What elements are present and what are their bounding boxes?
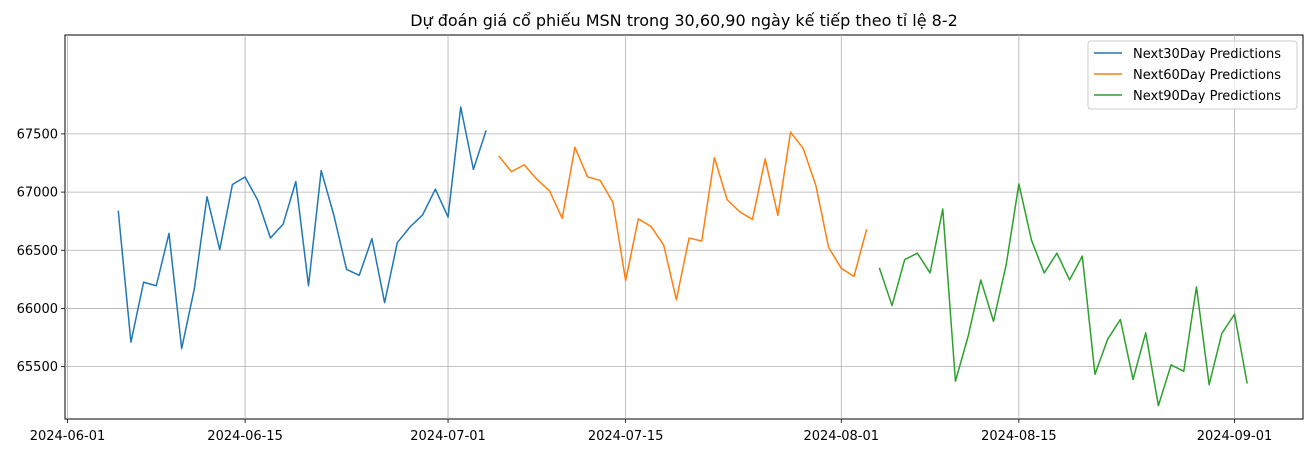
x-tick-label: 2024-06-01	[30, 429, 106, 444]
y-tick-label: 66000	[17, 302, 58, 317]
series-line-3	[878, 183, 1248, 407]
grid-lines	[65, 35, 1303, 419]
legend-box	[1087, 40, 1298, 110]
legend-label: Next30Day Predictions	[1133, 47, 1281, 62]
x-tick-label: 2024-09-01	[1197, 429, 1273, 444]
y-tick-label: 67500	[17, 127, 58, 142]
legend-label: Next90Day Predictions	[1133, 89, 1281, 104]
y-tick-label: 66500	[17, 244, 58, 259]
series-lines	[117, 106, 1248, 407]
legend-label: Next60Day Predictions	[1133, 68, 1281, 83]
plot-frame	[64, 34, 1304, 420]
legend: Next30Day Predictions Next60Day Predictio…	[1087, 40, 1298, 110]
series-line-1	[117, 106, 487, 350]
x-tick-label: 2024-07-01	[410, 429, 486, 444]
y-tick-label: 67000	[17, 186, 58, 201]
chart-title: Dự đoán giá cổ phiếu MSN trong 30,60,90 …	[410, 11, 958, 30]
x-tick-label: 2024-06-15	[207, 429, 283, 444]
x-tick-label: 2024-08-15	[981, 429, 1057, 444]
axis-ticks: 2024-06-01 2024-06-15 2024-07-01 2024-07-15…	[17, 127, 1273, 444]
x-tick-label: 2024-08-01	[803, 429, 879, 444]
x-tick-label: 2024-07-15	[588, 429, 664, 444]
y-tick-label: 65500	[17, 360, 58, 375]
series-line-2	[498, 131, 868, 301]
